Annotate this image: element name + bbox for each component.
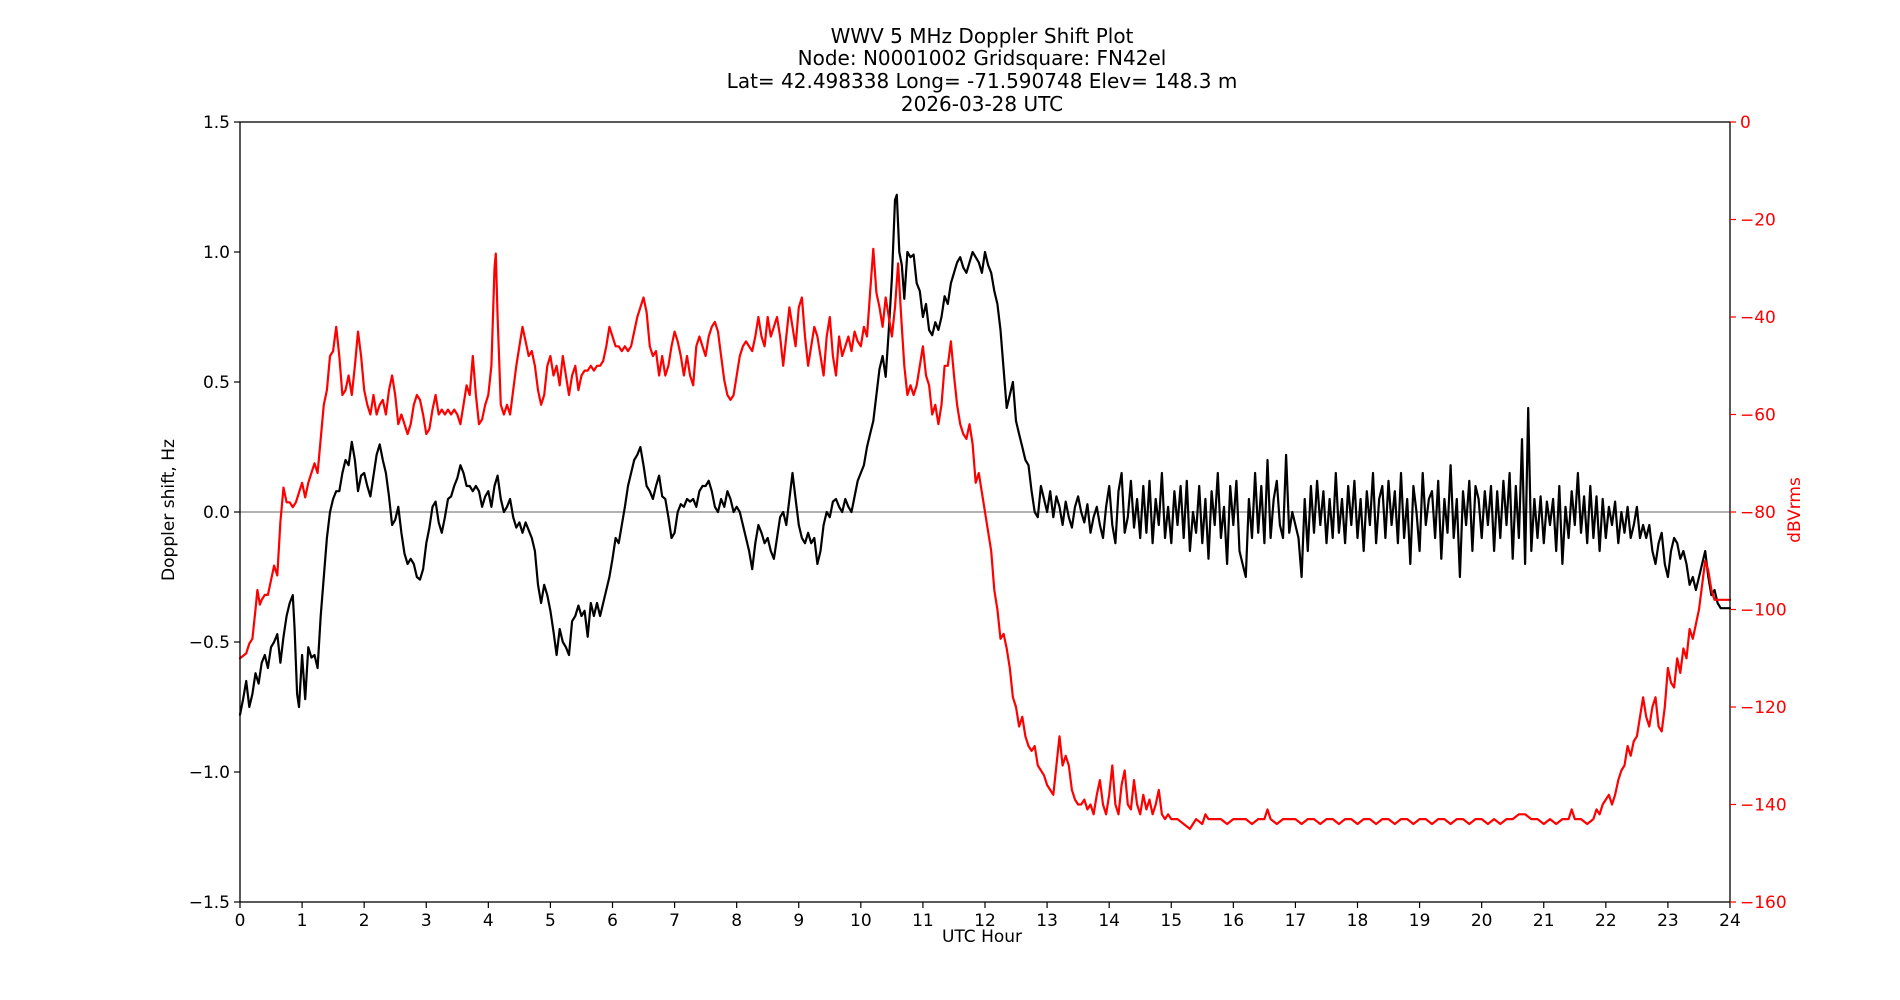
- x-tick-label: 7: [669, 911, 680, 931]
- x-tick-label: 14: [1098, 911, 1120, 931]
- y-tick-label: 0.0: [203, 503, 230, 523]
- x-tick-label: 16: [1223, 911, 1245, 931]
- x-tick-label: 8: [731, 911, 742, 931]
- series-layer: [238, 193, 1732, 830]
- y2-tick-label: −100: [1740, 601, 1787, 621]
- y2-tick-label: −160: [1740, 893, 1787, 913]
- y-tick-label: −1.5: [189, 893, 230, 913]
- y2-tick-label: −80: [1740, 503, 1776, 523]
- y2-tick-label: −140: [1740, 796, 1787, 816]
- x-tick-label: 10: [850, 911, 872, 931]
- x-tick-label: 2: [359, 911, 370, 931]
- title-line-2: Node: N0001002 Gridsquare: FN42el: [798, 46, 1167, 70]
- x-tick-label: 18: [1347, 911, 1369, 931]
- title-line-1: WWV 5 MHz Doppler Shift Plot: [831, 24, 1134, 48]
- x-tick-label: 20: [1471, 911, 1493, 931]
- x-tick-label: 17: [1285, 911, 1307, 931]
- x-tick-label: 4: [483, 911, 494, 931]
- x-tick-label: 13: [1036, 911, 1058, 931]
- x-tick-label: 5: [545, 911, 556, 931]
- y-tick-label: −0.5: [189, 633, 230, 653]
- x-tick-label: 24: [1719, 911, 1741, 931]
- doppler-series-line: [238, 193, 1732, 716]
- y-tick-label: −1.0: [189, 763, 230, 783]
- power-series-line: [238, 247, 1732, 830]
- x-tick-label: 12: [974, 911, 996, 931]
- x-tick-label: 22: [1595, 911, 1617, 931]
- chart-title: WWV 5 MHz Doppler Shift Plot Node: N0001…: [727, 24, 1238, 116]
- y-axis-label: Doppler shift, Hz: [159, 439, 179, 581]
- x-tick-label: 15: [1160, 911, 1182, 931]
- y2-axis-label: dBVrms: [1785, 477, 1805, 543]
- x-tick-label: 11: [912, 911, 934, 931]
- x-tick-label: 3: [421, 911, 432, 931]
- x-tick-label: 21: [1533, 911, 1555, 931]
- x-tick-label: 23: [1657, 911, 1679, 931]
- y2-tick-label: −20: [1740, 211, 1776, 231]
- y2-tick-label: 0: [1740, 113, 1751, 133]
- x-axis-label: UTC Hour: [942, 927, 1022, 947]
- x-tick-label: 9: [793, 911, 804, 931]
- axes-layer: 0 1 2 3 4 5 6 7 8 9 10 11 12 13 14 15 16 17 18 19 20 21 22 23 24…: [189, 113, 1787, 931]
- x-tick-label: 19: [1409, 911, 1431, 931]
- x-tick-label: 0: [235, 911, 246, 931]
- y2-tick-label: −60: [1740, 406, 1776, 426]
- y2-tick-label: −120: [1740, 698, 1787, 718]
- y-tick-label: 1.0: [203, 243, 230, 263]
- y-tick-label: 1.5: [203, 113, 230, 133]
- title-line-3: Lat= 42.498338 Long= -71.590748 Elev= 14…: [727, 69, 1238, 93]
- title-line-4: 2026-03-28 UTC: [901, 92, 1063, 116]
- y2-tick-label: −40: [1740, 308, 1776, 328]
- x-tick-label: 1: [297, 911, 308, 931]
- y-tick-label: 0.5: [203, 373, 230, 393]
- x-tick-label: 6: [607, 911, 618, 931]
